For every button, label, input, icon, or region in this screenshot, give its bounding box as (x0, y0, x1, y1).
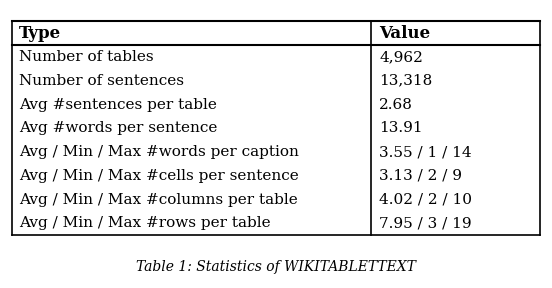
Text: Avg / Min / Max #words per caption: Avg / Min / Max #words per caption (19, 145, 299, 159)
Text: Avg #sentences per table: Avg #sentences per table (19, 98, 217, 111)
Text: 7.95 / 3 / 19: 7.95 / 3 / 19 (379, 216, 472, 230)
Text: Table 1: Statistics of WIKITABLETTEXT: Table 1: Statistics of WIKITABLETTEXT (136, 260, 416, 274)
Text: Number of sentences: Number of sentences (19, 74, 184, 88)
Text: Number of tables: Number of tables (19, 50, 153, 64)
Text: 13,318: 13,318 (379, 74, 432, 88)
Text: Avg / Min / Max #columns per table: Avg / Min / Max #columns per table (19, 193, 298, 206)
Text: 3.13 / 2 / 9: 3.13 / 2 / 9 (379, 169, 462, 183)
Text: 13.91: 13.91 (379, 121, 423, 135)
Text: 4.02 / 2 / 10: 4.02 / 2 / 10 (379, 193, 472, 206)
Text: 4,962: 4,962 (379, 50, 423, 64)
Text: Value: Value (379, 25, 430, 42)
Text: Avg / Min / Max #cells per sentence: Avg / Min / Max #cells per sentence (19, 169, 299, 183)
Text: 3.55 / 1 / 14: 3.55 / 1 / 14 (379, 145, 472, 159)
Text: Type: Type (19, 25, 61, 42)
Text: Avg #words per sentence: Avg #words per sentence (19, 121, 217, 135)
Text: Avg / Min / Max #rows per table: Avg / Min / Max #rows per table (19, 216, 270, 230)
Text: 2.68: 2.68 (379, 98, 413, 111)
